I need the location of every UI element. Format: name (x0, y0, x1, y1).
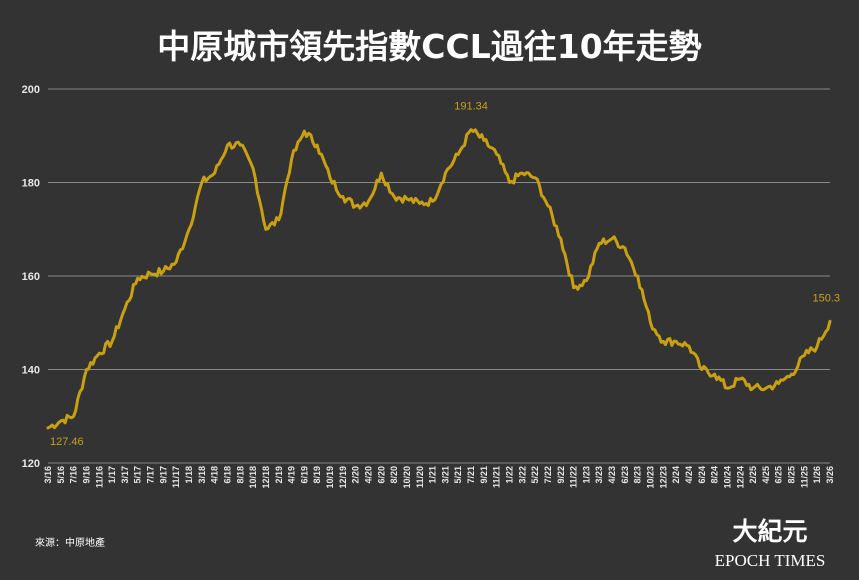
x-tick-label: 8/24 (710, 466, 720, 484)
series-line (46, 128, 832, 430)
x-tick-label: 10/23 (646, 466, 656, 489)
x-tick-label: 9/17 (158, 466, 168, 484)
x-tick-label: 2/25 (748, 466, 758, 484)
x-tick-label: 11/17 (171, 466, 181, 488)
x-tick-label: 4/24 (684, 466, 694, 484)
x-tick-label: 11/21 (492, 466, 502, 488)
x-tick-label: 9/22 (556, 466, 566, 484)
x-tick-label: 12/19 (338, 466, 348, 489)
grid (48, 88, 830, 464)
x-tick-label: 8/19 (312, 466, 322, 484)
x-tick-label: 5/22 (530, 466, 540, 484)
x-tick-label: 7/21 (466, 466, 476, 484)
data-label: 150.3 (812, 292, 840, 304)
y-tick-label: 160 (22, 271, 40, 283)
chart-title: 中原城市領先指數CCL過往10年走勢 (157, 27, 701, 66)
epoch-times-logo: 大紀元 EPOCH TIMES (715, 517, 826, 570)
x-tick-label: 3/18 (197, 466, 207, 484)
y-tick-label: 140 (22, 365, 40, 377)
source-note: 來源：中原地產 (35, 536, 105, 549)
x-tick-label: 12/24 (735, 466, 745, 489)
x-tick-label: 7/16 (69, 466, 79, 484)
x-tick-label: 5/16 (56, 466, 66, 484)
x-tick-label: 12/18 (261, 466, 271, 489)
x-tick-label: 3/16 (43, 466, 53, 484)
x-tick-label: 8/25 (787, 466, 797, 484)
data-label: 127.46 (50, 436, 84, 448)
y-tick-label: 180 (22, 178, 40, 190)
x-tick-label: 6/18 (222, 466, 232, 484)
logo-chinese: 大紀元 (732, 517, 807, 546)
x-tick-label: 10/19 (325, 466, 335, 489)
x-tick-label: 6/23 (620, 466, 630, 484)
x-axis: 3/16 5/16 7/16 9/16 11/16 1/17 3/17 5/17 7/17 9/1… (43, 466, 835, 489)
x-tick-label: 1/22 (505, 466, 515, 484)
x-tick-label: 1/26 (812, 466, 822, 484)
x-tick-label: 11/16 (94, 466, 104, 488)
logo-english: EPOCH TIMES (715, 551, 826, 570)
x-tick-label: 2/20 (351, 466, 361, 484)
x-tick-label: 11/25 (799, 466, 809, 488)
y-axis: 120 140 160 180 200 (22, 84, 40, 470)
x-tick-label: 3/26 (825, 466, 835, 484)
x-tick-label: 9/21 (479, 466, 489, 484)
x-tick-label: 5/17 (133, 466, 143, 484)
x-tick-label: 10/24 (722, 466, 732, 489)
annotations: 127.46 191.34 150.3 (50, 101, 840, 448)
x-tick-label: 6/25 (774, 466, 784, 484)
x-tick-label: 3/17 (120, 466, 130, 484)
x-tick-label: 8/23 (633, 466, 643, 484)
x-tick-label: 1/23 (581, 466, 591, 484)
y-tick-label: 200 (22, 84, 40, 96)
x-tick-label: 6/19 (299, 466, 309, 484)
x-tick-label: 8/18 (235, 466, 245, 484)
x-tick-label: 3/21 (440, 466, 450, 484)
x-tick-label: 6/24 (697, 466, 707, 484)
x-tick-label: 12/23 (658, 466, 668, 489)
x-tick-label: 4/18 (210, 466, 220, 484)
x-tick-label: 3/23 (594, 466, 604, 484)
x-tick-label: 4/25 (761, 466, 771, 484)
x-tick-label: 1/17 (107, 466, 117, 484)
x-tick-label: 5/21 (453, 466, 463, 484)
y-tick-label: 120 (22, 458, 40, 470)
x-tick-label: 2/24 (671, 466, 681, 484)
x-tick-label: 4/20 (363, 466, 373, 484)
x-tick-label: 4/23 (607, 466, 617, 484)
x-tick-label: 8/20 (389, 466, 399, 484)
data-label: 191.34 (454, 101, 488, 113)
x-tick-label: 1/21 (428, 466, 438, 484)
x-tick-label: 9/16 (81, 466, 91, 484)
x-tick-label: 4/19 (287, 466, 297, 484)
x-tick-label: 3/22 (517, 466, 527, 484)
x-tick-label: 10/18 (248, 466, 258, 489)
x-tick-label: 11/20 (415, 466, 425, 488)
x-tick-label: 2/19 (274, 466, 284, 484)
x-tick-label: 7/22 (543, 466, 553, 484)
x-tick-label: 6/20 (376, 466, 386, 484)
x-tick-label: 1/18 (184, 466, 194, 484)
x-tick-label: 10/20 (402, 466, 412, 489)
x-tick-label: 11/22 (569, 466, 579, 488)
x-tick-label: 7/17 (146, 466, 156, 484)
